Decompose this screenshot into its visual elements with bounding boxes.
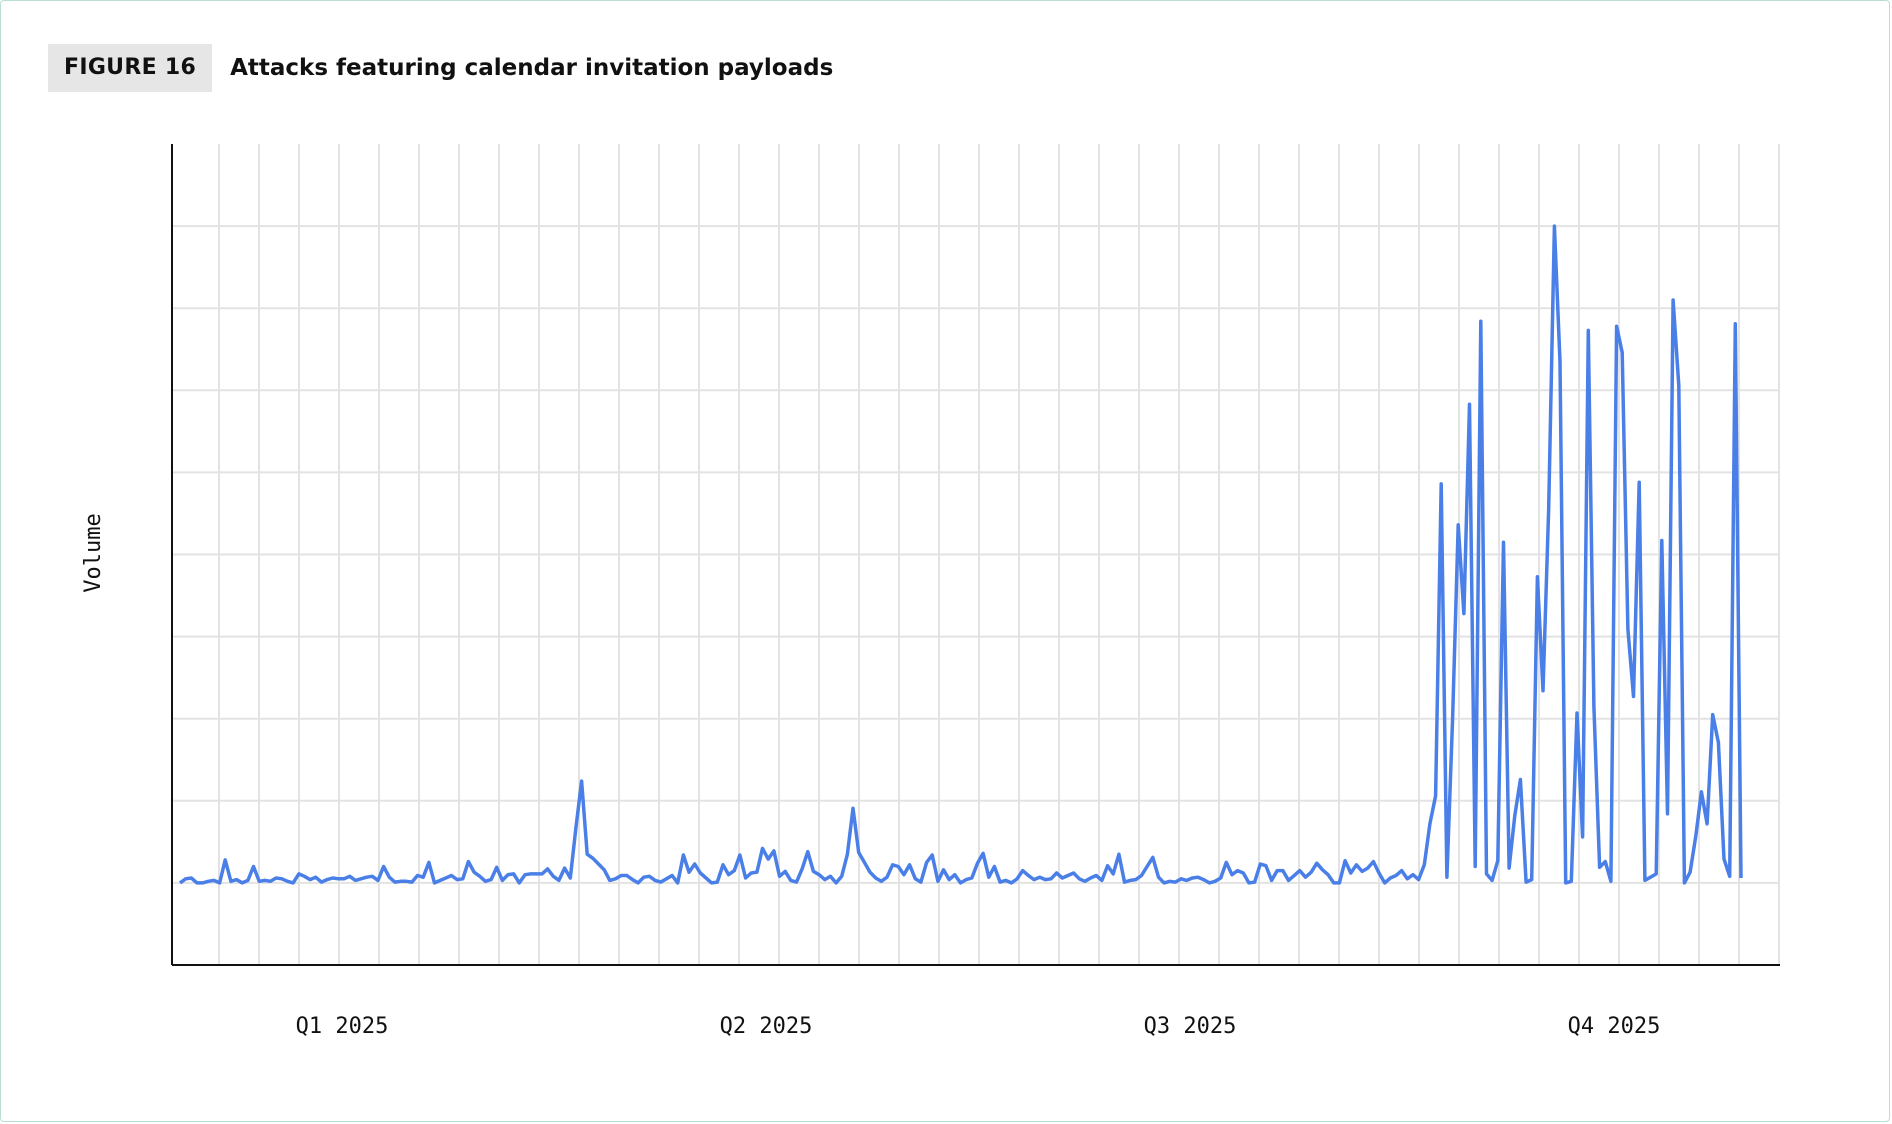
x-tick-label: Q1 2025 bbox=[296, 1014, 389, 1039]
series-line bbox=[178, 224, 1743, 885]
figure-number-badge: FIGURE 16 bbox=[48, 44, 213, 92]
chart-axes bbox=[171, 144, 1780, 966]
chart-grid bbox=[172, 144, 1780, 965]
x-tick-label: Q2 2025 bbox=[720, 1014, 813, 1039]
x-tick-label: Q4 2025 bbox=[1568, 1014, 1661, 1039]
x-tick-label: Q3 2025 bbox=[1144, 1014, 1237, 1039]
x-tick-labels: Q1 2025 Q2 2025 Q3 2025 Q4 2025 bbox=[296, 1014, 1661, 1039]
figure-title: Attacks featuring calendar invitation pa… bbox=[230, 55, 834, 81]
figure-header: FIGURE 16 Attacks featuring calendar inv… bbox=[48, 44, 833, 92]
y-axis-label: Volume bbox=[81, 513, 106, 592]
